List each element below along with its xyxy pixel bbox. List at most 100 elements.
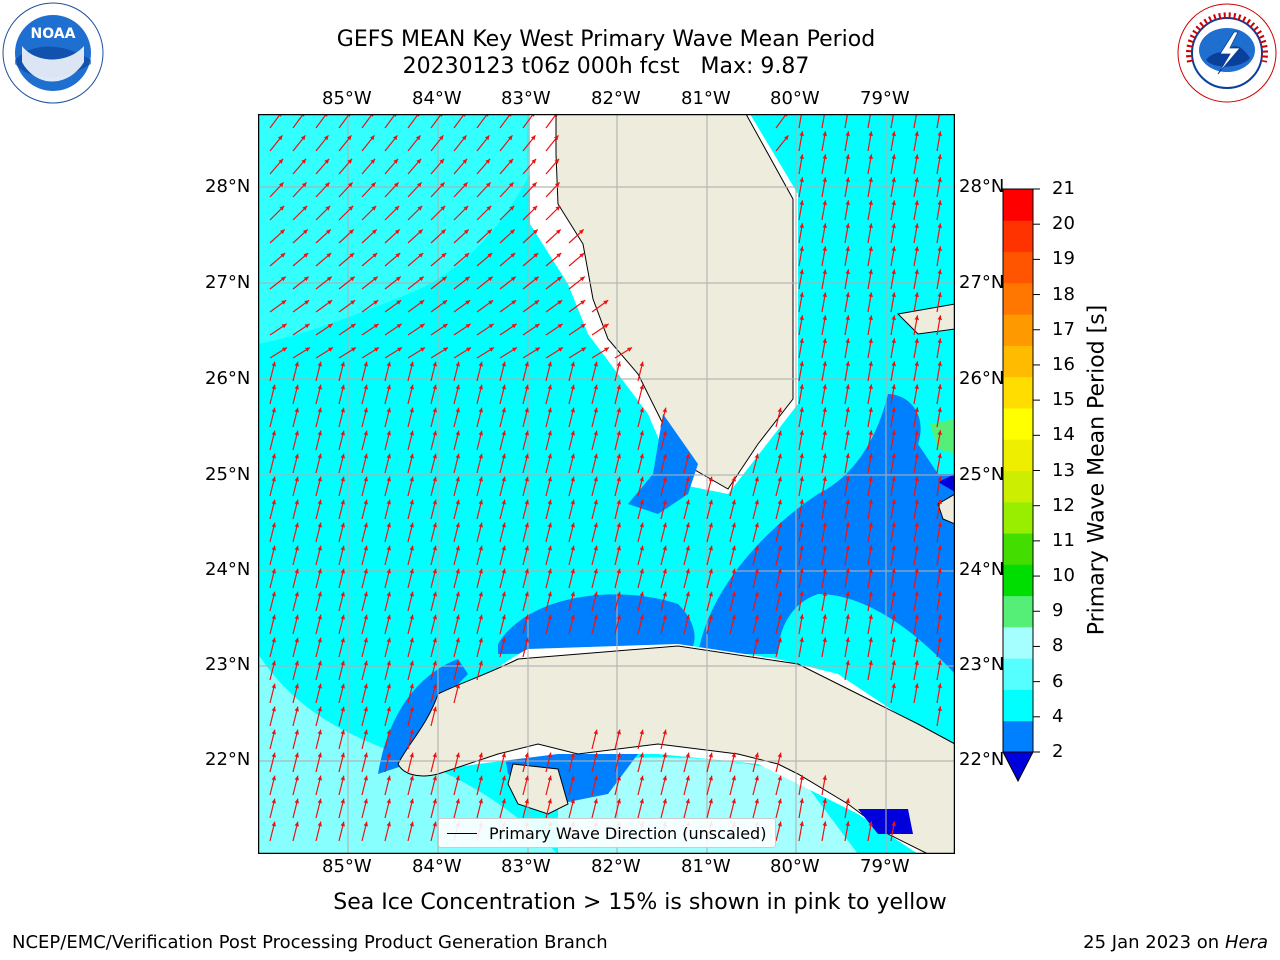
wave-arrow-head <box>685 568 690 574</box>
wave-arrow-head <box>708 476 713 482</box>
wave-arrow-head <box>340 683 345 689</box>
wave-arrow-head <box>386 683 391 689</box>
colorbar-cell <box>1003 658 1033 690</box>
wave-arrow-head <box>409 476 414 482</box>
wave-arrow-head <box>822 223 827 229</box>
wave-arrow-head <box>937 430 942 436</box>
wave-arrow-head <box>937 545 942 551</box>
wave-arrow-head <box>708 568 713 574</box>
wave-arrow-head <box>799 269 804 275</box>
wave-arrow-head <box>845 131 850 137</box>
wave-arrow-head <box>533 276 539 282</box>
wave-arrow-head <box>397 347 403 352</box>
wave-arrow-head <box>799 292 804 298</box>
wave-arrow-head <box>395 253 401 258</box>
wave-arrow-head <box>868 269 873 275</box>
wave-arrow-head <box>891 338 896 344</box>
wave-arrow-head <box>327 323 333 329</box>
wave-arrow-head <box>822 177 827 183</box>
wave-arrow-head <box>317 752 322 758</box>
wave-arrow-head <box>524 361 529 367</box>
wave-arrow-head <box>340 614 345 620</box>
wave-arrow-head <box>363 430 368 436</box>
wave-arrow-head <box>685 476 690 482</box>
wave-arrow-head <box>616 591 621 597</box>
wave-arrow-head <box>386 407 391 413</box>
period-2-4-strait-region <box>698 394 955 674</box>
wave-arrow-head <box>639 453 644 459</box>
wave-arrow-head <box>937 683 942 689</box>
wave-arrow-head <box>396 300 402 305</box>
wave-arrow-head <box>593 407 598 413</box>
wave-arrow-head <box>937 384 942 390</box>
wave-arrow-head <box>294 729 299 735</box>
wave-arrow-head <box>478 453 483 459</box>
wave-arrow-head <box>553 135 559 141</box>
wave-arrow-head <box>822 338 827 344</box>
wave-arrow-head <box>937 407 942 413</box>
wave-arrow-head <box>616 752 621 758</box>
wave-arrow-head <box>868 177 873 183</box>
wave-arrow-head <box>593 545 598 551</box>
wave-arrow-head <box>501 775 506 781</box>
wave-arrow-head <box>578 229 584 235</box>
wave-arrow-head <box>363 706 368 712</box>
left-lat-label: 22°N <box>205 749 251 770</box>
wave-arrow-head <box>777 637 782 643</box>
wave-arrow-head <box>271 476 276 482</box>
wave-arrow-head <box>340 545 345 551</box>
wave-arrow-head <box>501 361 506 367</box>
period-below-2-patch-2 <box>938 474 955 492</box>
wave-arrow-head <box>478 775 483 781</box>
wave-arrow-head <box>845 223 850 229</box>
wave-arrow-head <box>891 361 896 367</box>
wave-arrow-head <box>363 453 368 459</box>
wave-arrow-head <box>324 158 330 164</box>
wave-arrow-head <box>396 323 402 329</box>
wave-arrow-head <box>347 182 353 188</box>
wave-arrow-head <box>294 660 299 666</box>
wave-arrow-head <box>340 499 345 505</box>
wave-arrow-head <box>442 300 448 305</box>
wave-arrow-head <box>317 361 322 367</box>
wave-arrow-head <box>616 476 621 482</box>
wave-arrow-head <box>531 182 537 188</box>
right-lat-label: 23°N <box>959 654 1005 675</box>
wave-arrow-head <box>279 205 285 211</box>
wave-arrow-head <box>432 752 437 758</box>
wave-arrow-head <box>524 752 529 758</box>
wave-arrow-head <box>301 158 307 164</box>
wave-arrow-head <box>501 614 506 620</box>
wave-arrow-head <box>478 545 483 551</box>
right-lat-label: 27°N <box>959 272 1005 293</box>
wave-arrow-head <box>914 269 919 275</box>
wave-arrow-head <box>731 499 736 505</box>
wave-arrow <box>798 114 803 129</box>
right-lat-label: 25°N <box>959 464 1005 485</box>
wave-arrow-head <box>845 361 850 367</box>
wave-arrow-head <box>409 729 414 735</box>
wave-arrow-head <box>271 798 276 804</box>
wave-arrow-head <box>570 568 575 574</box>
wave-arrow-head <box>639 430 644 436</box>
wave-arrow-head <box>868 292 873 298</box>
top-lon-label: 83°W <box>501 88 551 109</box>
wave-arrow-head <box>822 476 827 482</box>
wave-arrow-head <box>409 499 414 505</box>
wave-arrow-head <box>822 407 827 413</box>
wave-arrow-head <box>914 614 919 620</box>
wave-arrow-head <box>304 323 310 329</box>
wave-arrow-head <box>754 522 759 528</box>
wave-arrow-head <box>937 476 942 482</box>
wave-arrow-head <box>363 476 368 482</box>
wave-arrow-head <box>579 253 585 258</box>
wave-arrow-head <box>363 522 368 528</box>
period-8-9-patch <box>930 419 955 454</box>
wave-arrow-head <box>914 660 919 666</box>
wave-arrow-head <box>440 205 446 211</box>
wave-arrow-head <box>455 614 460 620</box>
wave-arrow-head <box>822 499 827 505</box>
wave-arrow-head <box>593 568 598 574</box>
colorbar-tick-label: 6 <box>1052 670 1064 692</box>
wave-arrow-head <box>662 798 667 804</box>
